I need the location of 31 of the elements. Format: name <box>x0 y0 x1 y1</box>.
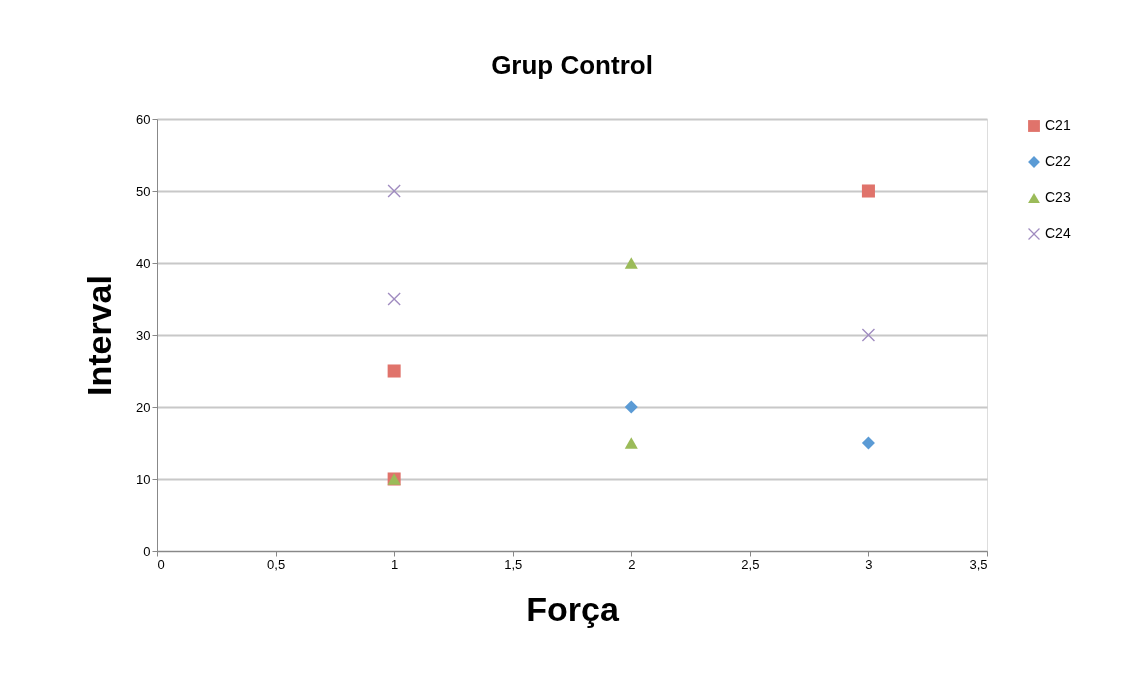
y-tick-label: 60 <box>136 111 151 127</box>
x-tick-label: 3,5 <box>969 556 988 572</box>
point <box>624 257 638 269</box>
y-tick-label: 0 <box>143 543 151 559</box>
x-tick-label: 0 <box>157 556 165 572</box>
point <box>861 436 875 450</box>
x-tick-label: 2 <box>628 556 636 572</box>
point <box>624 400 638 414</box>
legend-label: C21 <box>1045 117 1071 133</box>
x-tick-label: 0,5 <box>267 556 286 572</box>
point <box>387 292 401 306</box>
x-tick-label: 1,5 <box>504 556 523 572</box>
x-axis-title: Força <box>526 589 620 628</box>
y-tick-label: 50 <box>136 183 151 199</box>
x-tick-label: 2,5 <box>741 556 760 572</box>
legend-label: C24 <box>1045 225 1071 241</box>
x-tick-label: 3 <box>865 556 873 572</box>
legend-label: C22 <box>1045 153 1071 169</box>
chart-title: Grup Control <box>491 50 653 80</box>
y-tick-label: 30 <box>136 327 151 343</box>
y-tick-label: 20 <box>136 399 151 415</box>
point <box>861 184 875 198</box>
y-tick-label: 40 <box>136 255 151 271</box>
point <box>387 364 401 378</box>
legend-label: C23 <box>1045 189 1071 205</box>
y-axis-title: Interval <box>80 275 119 396</box>
y-tick-label: 10 <box>136 471 151 487</box>
point <box>387 184 401 198</box>
x-tick-label: 1 <box>391 556 399 572</box>
point <box>861 328 875 342</box>
point <box>624 437 638 449</box>
